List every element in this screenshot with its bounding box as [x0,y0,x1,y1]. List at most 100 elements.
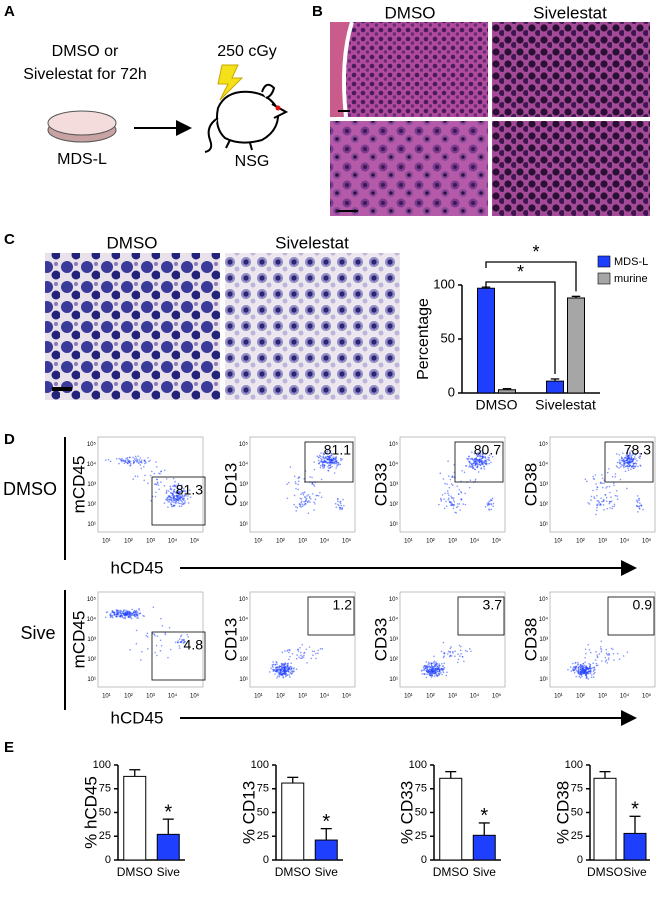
flow-event [337,504,340,507]
x-tick-label: 10² [276,539,285,545]
flow-event [451,484,454,487]
flow-event [424,665,427,667]
x-tick-label: 10⁴ [470,693,480,700]
flow-event [450,483,453,485]
flow-event [311,476,313,479]
flow-event [180,484,183,487]
flow-event [590,499,592,501]
x-tick-label: 10² [576,694,585,700]
flow-event [587,672,590,675]
flow-event [170,502,172,505]
flow-event [335,467,337,469]
flow-event [155,491,157,494]
flow-event [149,474,152,477]
flow-event [469,466,472,468]
flow-event [318,461,321,464]
x-tick-label: 10³ [598,539,607,545]
flow-event [178,638,181,640]
flow-event [449,501,451,504]
flow-event [307,501,309,504]
flow-event [591,674,593,676]
y-tick-label: 10³ [239,637,248,643]
flow-event [312,483,315,486]
flow-event [296,506,299,509]
flow-event [622,465,625,467]
flow-event [468,464,471,466]
flow-event [319,464,322,467]
flow-event [475,466,478,468]
flow-event [584,671,587,674]
flow-event [189,496,192,499]
y-tick-label: 10⁵ [389,596,399,603]
plot-frame [249,436,356,533]
flow-event [293,667,295,669]
flow-event [128,613,130,615]
flow-event [468,647,471,650]
y-axis-label: mCD45 [69,611,88,669]
flow-event [317,652,319,655]
x-tick-label: Sivelestat [535,397,596,413]
flow-event [627,467,629,470]
flow-event [288,674,291,676]
flow-event [329,449,332,452]
flow-event [337,463,340,466]
flow-event [281,670,284,673]
flow-event [169,648,172,651]
flow-event [431,674,433,676]
flow-event [600,481,602,484]
flow-event [332,456,334,458]
flow-event [129,648,131,651]
flow-event [145,461,147,464]
flow-event [443,668,445,670]
flow-event [433,672,435,674]
flow-event [169,485,172,488]
bar [156,833,180,861]
y-tick-label: 10⁴ [239,616,249,623]
flow-event [607,658,610,661]
flow-event [582,666,584,669]
flow-event [624,461,627,464]
gate-percentage: 3.7 [483,597,503,613]
flow-event [595,651,597,653]
y-tick-label: 10³ [239,482,248,488]
flow-event [473,452,476,455]
flow-event [295,668,298,670]
flow-event [308,646,311,648]
y-tick-label: 75 [99,783,111,795]
flow-event [277,672,279,674]
flow-event [575,675,578,678]
histology-image [492,22,650,117]
bar-chart: 0 25 50 75 100 % CD13 DMSO Sive * [239,759,343,879]
flow-event [133,613,136,616]
flow-event [615,465,618,467]
flow-event [481,457,483,460]
x-tick-label: 10³ [448,539,457,545]
y-tick-label: 10⁴ [539,616,549,623]
flow-event [639,457,641,460]
flow-event [281,662,283,665]
flow-event [607,467,610,470]
flow-event [154,634,156,637]
flow-event [299,647,301,649]
flow-event [481,463,484,465]
flow-event [588,662,590,665]
flow-event [432,670,435,673]
flow-event [183,495,185,497]
flow-event [609,491,611,494]
flow-event [177,483,180,485]
flow-event [126,462,129,464]
flow-event [133,458,136,460]
flow-event [642,508,644,511]
flow-event [589,669,591,672]
flow-event [601,477,604,480]
flow-event [147,456,149,459]
flow-event [481,453,484,456]
y-tick-label: 0 [448,384,455,399]
flow-event [324,456,327,458]
flow-event [295,510,298,512]
flow-event [451,475,454,478]
flow-event [601,482,603,484]
y-tick-label: 10⁵ [389,441,399,448]
scale-bar [52,387,72,391]
y-tick-label: 10² [87,502,96,508]
